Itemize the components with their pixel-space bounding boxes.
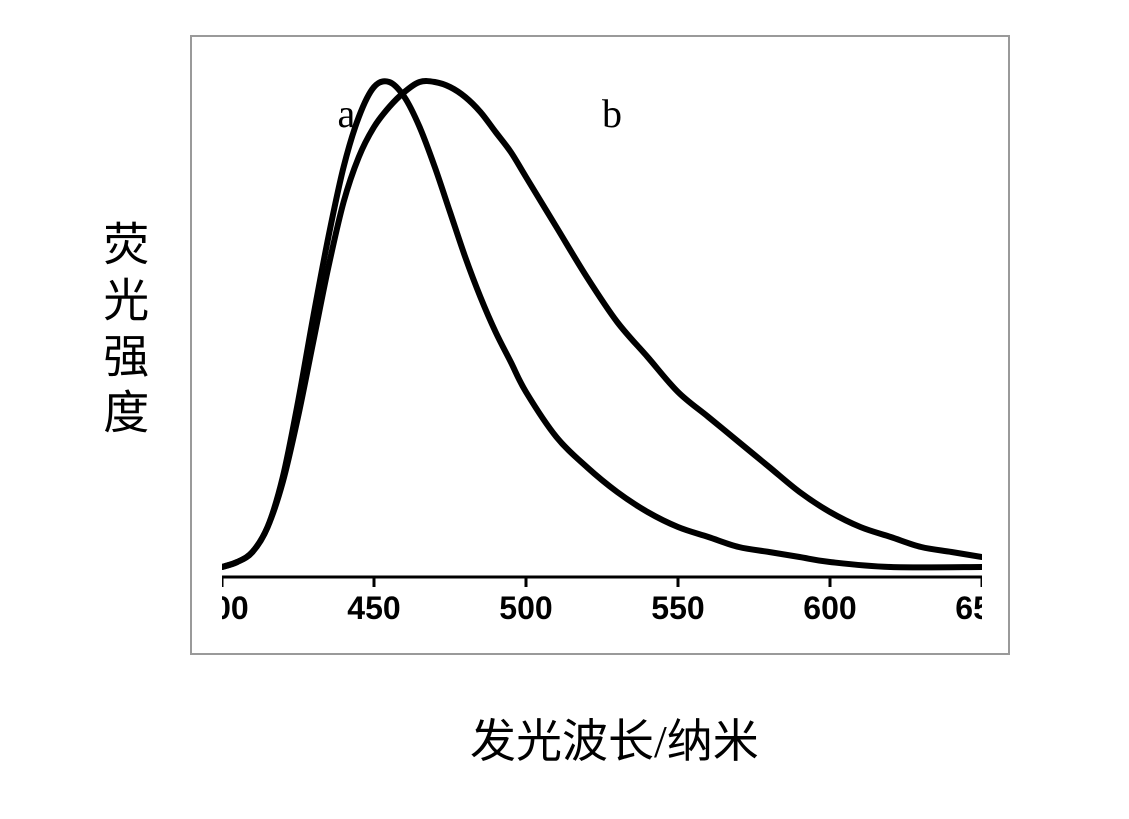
x-tick-label: 400 xyxy=(222,590,249,626)
x-tick-label: 550 xyxy=(651,590,704,626)
x-tick-label: 500 xyxy=(499,590,552,626)
x-tick-label: 600 xyxy=(803,590,856,626)
chart-svg: 400 450 500 550 600 650 a b xyxy=(222,67,982,627)
x-axis-label: 发光波长/纳米 xyxy=(470,705,759,771)
chart-frame: 400 450 500 550 600 650 a b xyxy=(190,35,1010,655)
x-tick-label: 650 xyxy=(955,590,982,626)
series-b xyxy=(222,81,982,567)
series-label-a: a xyxy=(338,91,356,136)
series-a xyxy=(222,81,982,567)
x-tick-label: 450 xyxy=(347,590,400,626)
y-axis-label: 荧光强度 xyxy=(95,220,150,444)
series-label-b: b xyxy=(602,91,622,136)
chart-plot-area: 400 450 500 550 600 650 a b xyxy=(222,67,982,627)
